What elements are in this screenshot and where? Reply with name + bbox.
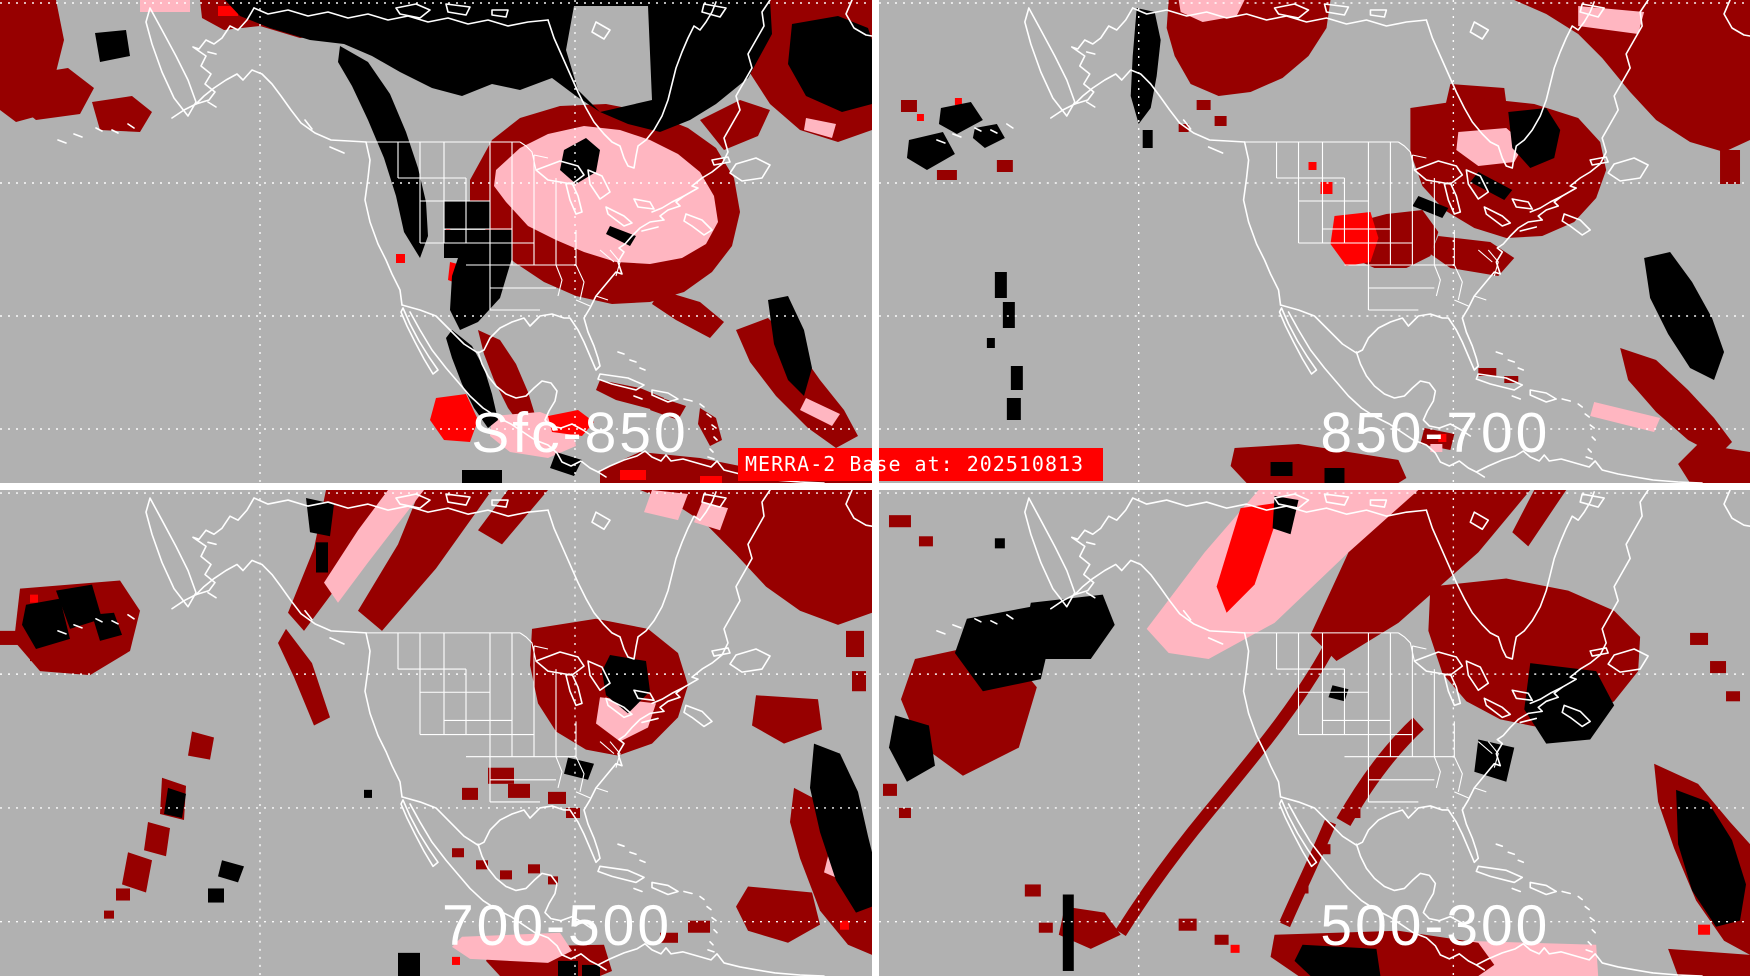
panel-850-700: 850-700 xyxy=(879,0,1750,483)
timestamp-banner: MERRA-2 Base at: 202510813 xyxy=(738,448,1103,481)
panel-sfc-850: Sfc-850 xyxy=(0,0,872,483)
panel-divider xyxy=(872,448,879,481)
weather-map-sfc-850: Sfc-850 xyxy=(0,0,872,483)
panel-label: 500-300 xyxy=(1320,894,1550,958)
weather-map-850-700: 850-700 xyxy=(879,0,1750,483)
data-overlay xyxy=(0,0,872,483)
panel-label: 850-700 xyxy=(1320,401,1550,465)
weather-map-500-300: 500-300 xyxy=(879,490,1750,976)
panel-700-500: 700-500 xyxy=(0,490,872,976)
data-overlay xyxy=(0,490,872,976)
data-overlay xyxy=(882,490,1750,976)
data-overlay xyxy=(900,0,1750,483)
panel-label: Sfc-850 xyxy=(471,401,688,465)
panel-label: 700-500 xyxy=(442,894,672,958)
weather-map-700-500: 700-500 xyxy=(0,490,872,976)
panel-500-300: 500-300 xyxy=(879,490,1750,976)
